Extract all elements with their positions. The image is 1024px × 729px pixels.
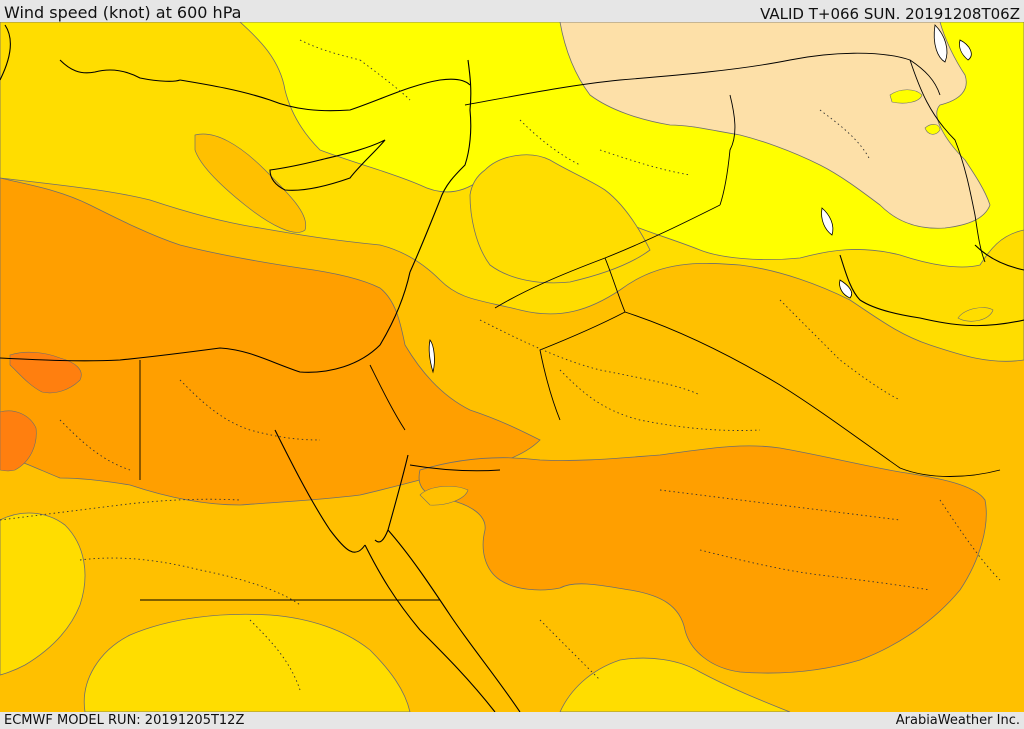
admin-boundary xyxy=(819,109,871,161)
band-dark-orange-patch xyxy=(9,351,82,394)
red-sea-east-coast xyxy=(387,529,521,712)
admin-boundary xyxy=(249,619,301,691)
admin-boundary xyxy=(939,499,1001,581)
band-lightest xyxy=(559,22,991,229)
band-yellow-patch xyxy=(924,124,941,135)
band-yellow-patch xyxy=(889,89,923,104)
border-saudi-jordan-aqaba xyxy=(409,464,501,472)
gulf-of-suez xyxy=(274,429,366,553)
map-header: Wind speed (knot) at 600 hPa VALID T+066… xyxy=(0,0,1024,23)
kuwait-bay xyxy=(839,279,853,299)
admin-boundary xyxy=(0,498,241,521)
band-gold-southeast xyxy=(559,657,791,712)
admin-boundary xyxy=(59,419,131,471)
admin-boundary xyxy=(479,319,701,396)
water-bodies xyxy=(428,24,972,374)
national-borders xyxy=(139,52,1001,601)
dead-sea xyxy=(428,339,435,374)
admin-boundary xyxy=(519,119,581,166)
admin-boundary xyxy=(779,299,901,401)
map-title: Wind speed (knot) at 600 hPa xyxy=(4,3,242,22)
model-run-label: ECMWF MODEL RUN: 20191205T12Z xyxy=(4,713,245,728)
turkey-south-coast xyxy=(179,78,471,112)
border-iraq-saudi xyxy=(624,311,1001,477)
red-sea-west-coast xyxy=(364,544,496,712)
border-syria-iraq xyxy=(719,94,736,206)
admin-boundary xyxy=(699,549,931,591)
valid-time: VALID T+066 SUN. 20191208T06Z xyxy=(760,5,1020,23)
band-gold-southwest xyxy=(0,512,86,676)
aegean-coast xyxy=(59,59,181,82)
band-gold-patch xyxy=(419,486,469,506)
band-gold-south xyxy=(83,613,411,712)
band-orange-east xyxy=(418,445,987,674)
cyprus xyxy=(269,139,386,191)
mediterranean-south-coast xyxy=(0,271,411,373)
iran-coast xyxy=(974,244,1024,271)
band-orange-lens xyxy=(194,133,307,233)
admin-boundaries xyxy=(0,39,1001,691)
map-canvas xyxy=(0,22,1024,712)
band-dark-orange-patch xyxy=(0,410,37,472)
admin-boundary xyxy=(559,369,761,431)
credit-label: ArabiaWeather Inc. xyxy=(895,713,1020,728)
caspian-edge xyxy=(959,39,972,61)
map-footer: ECMWF MODEL RUN: 20191205T12Z ArabiaWeat… xyxy=(0,712,1024,729)
aegean-coast xyxy=(0,24,11,81)
admin-boundary xyxy=(599,149,691,176)
border-jordan-saudi xyxy=(539,257,626,421)
border-egypt-israel xyxy=(369,364,406,431)
admin-boundary xyxy=(299,39,361,61)
coastlines xyxy=(0,24,1024,712)
admin-boundary xyxy=(359,59,411,101)
levant-coast xyxy=(409,59,472,273)
band-orange-west xyxy=(0,177,541,506)
lake-tharthar xyxy=(821,207,834,236)
lake-van xyxy=(933,24,948,63)
gulf-of-aqaba xyxy=(374,454,409,543)
admin-boundary xyxy=(179,379,321,441)
admin-boundary xyxy=(659,489,901,521)
persian-gulf-coast xyxy=(839,254,1024,327)
band-gold-patch xyxy=(957,307,994,322)
border-iraq-iran xyxy=(909,59,986,263)
wind-speed-map xyxy=(0,22,1024,712)
